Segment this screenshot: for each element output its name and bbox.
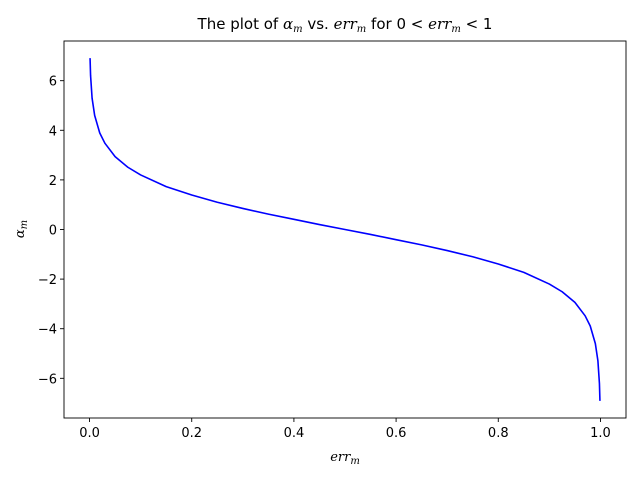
y-axis-label: αm xyxy=(13,220,30,238)
y-tick-label: 2 xyxy=(49,174,57,189)
y-tick-label: 6 xyxy=(49,75,57,90)
x-tick-label: 0.0 xyxy=(79,426,100,441)
y-tick-label: −6 xyxy=(38,372,57,387)
y-tick-label: −4 xyxy=(38,323,57,338)
series-line-0 xyxy=(89,58,601,401)
plot-area: 0.0 0.2 0.4 0.6 0.8 1.0 −6 −4 −2 0 2 4 6 xyxy=(38,40,627,441)
y-tick-label: −2 xyxy=(38,273,57,288)
x-tick-label: 0.2 xyxy=(181,426,202,441)
chart-title: The plot of αm vs. errm for 0 < errm < 1 xyxy=(197,15,493,35)
x-tick-label: 0.6 xyxy=(386,426,407,441)
x-tick-label: 0.8 xyxy=(488,426,509,441)
x-tick-label: 1.0 xyxy=(590,426,611,441)
y-tick-label: 0 xyxy=(49,224,57,239)
y-tick-label: 4 xyxy=(49,124,57,139)
x-axis-label: errm xyxy=(330,450,360,467)
x-tick-label: 0.4 xyxy=(284,426,305,441)
